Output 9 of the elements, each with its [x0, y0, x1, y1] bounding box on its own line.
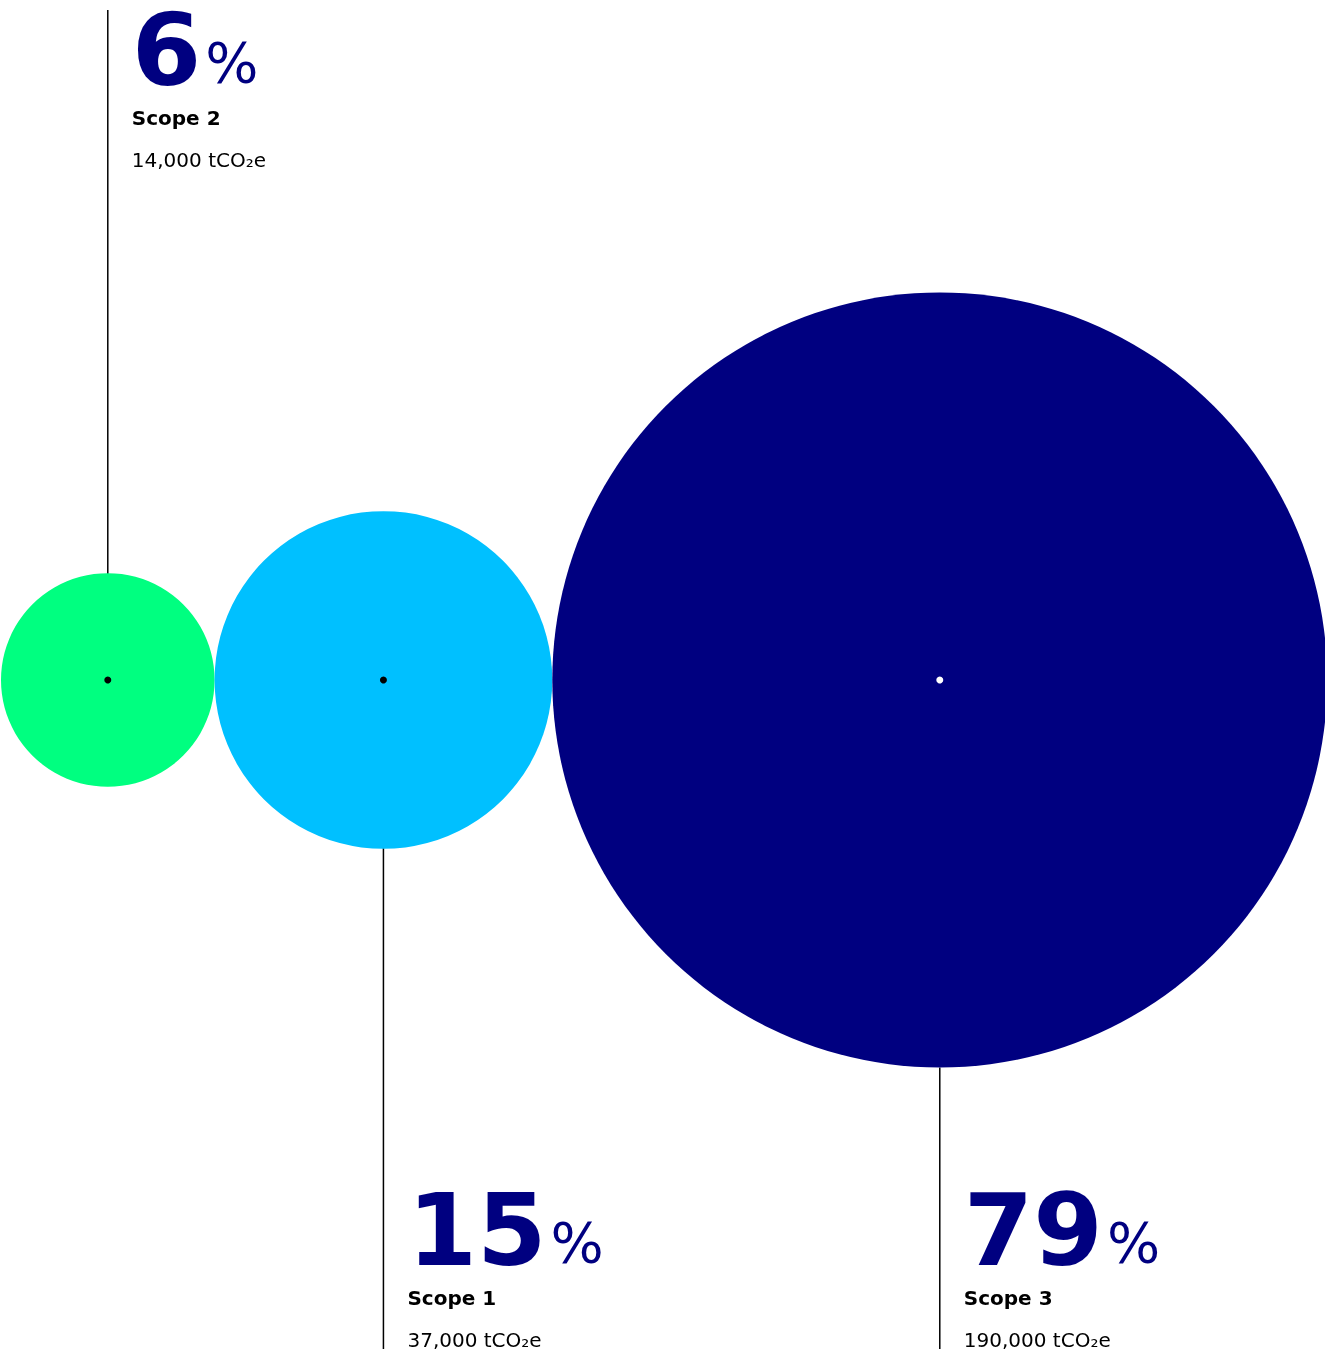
text: 190,000 tCO₂e [963, 1328, 1111, 1352]
data-label: 6% [131, 0, 259, 109]
text: 37,000 tCO₂e [407, 1328, 542, 1352]
category-label: Scope 1 [407, 1286, 497, 1310]
category-label: Scope 3 [963, 1286, 1053, 1310]
data-label: 15% [407, 1171, 604, 1289]
data-label: 79% [963, 1171, 1161, 1289]
text: 14,000 tCO₂e [131, 148, 267, 172]
category-label: Scope 2 [131, 106, 221, 130]
